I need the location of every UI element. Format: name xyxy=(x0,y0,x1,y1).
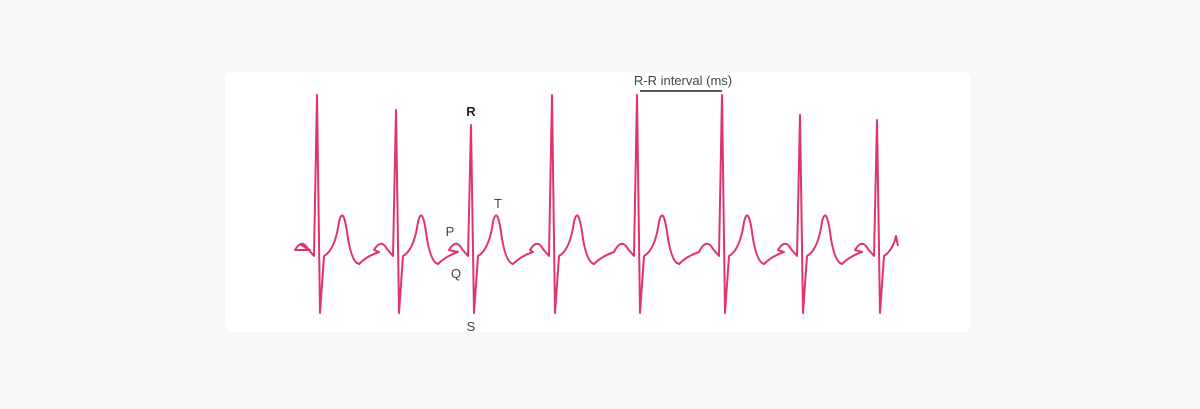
t-label: T xyxy=(494,196,502,211)
card xyxy=(225,72,970,332)
s-label: S xyxy=(467,319,476,334)
interval-label: R-R interval (ms) xyxy=(634,73,732,88)
q-label: Q xyxy=(451,266,461,281)
p-label: P xyxy=(446,224,455,239)
ecg-trace xyxy=(294,94,899,314)
r-label: R xyxy=(466,104,476,119)
